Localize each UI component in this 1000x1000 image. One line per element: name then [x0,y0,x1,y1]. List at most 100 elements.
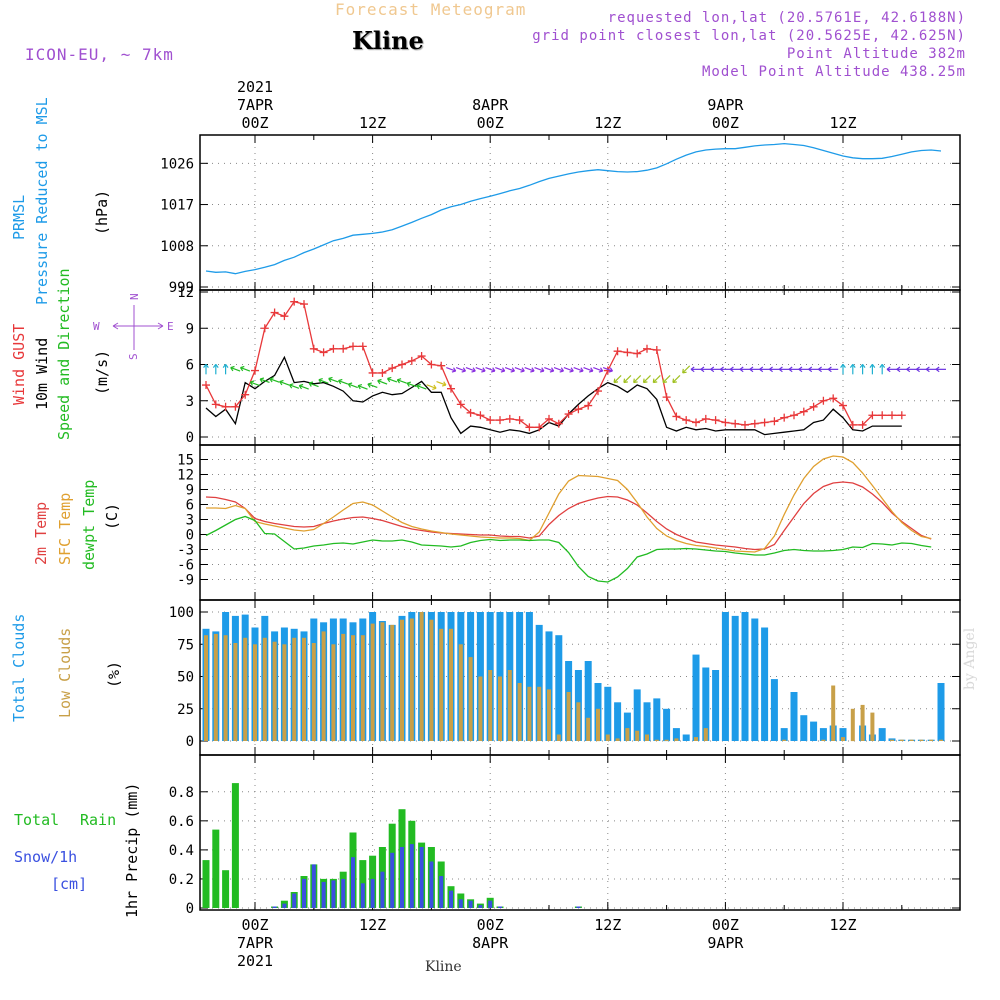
wind-arrow [633,375,642,383]
subtitle: Forecast Meteogram [335,0,527,19]
low-cloud-bar [841,737,845,741]
gust-marker [790,411,798,420]
snow-bar [419,847,424,908]
low-cloud-bar [439,628,444,741]
y-tick-label: 12 [177,285,194,301]
low-cloud-bar [831,685,836,741]
wind-arrow-head [432,384,437,390]
gust-marker [809,402,818,411]
top-date-label: 7APR [237,96,274,114]
wind-arrow-head [798,366,803,373]
wind-arrow-head [328,376,333,383]
snow-bar [409,844,414,908]
label-total: Total [14,811,59,829]
bottom-hour-label: 12Z [829,916,856,934]
wind-arrow [318,379,329,384]
wind-arrow-head [598,367,604,373]
low-cloud-bar [507,670,512,741]
rain-bar [222,870,230,908]
wind-arrow [308,382,319,388]
total-cloud-bar [663,708,671,742]
gust-marker [760,418,769,427]
low-cloud-bar [213,633,218,741]
total-cloud-bar [731,615,739,741]
wind-arrow-head [896,366,901,373]
gust-marker [290,297,299,306]
gust-marker [721,418,730,427]
gust-marker [770,417,779,426]
gust-marker [447,384,455,393]
low-cloud-bar [311,643,316,741]
wind-arrow-head [396,378,402,384]
bottom-hour-label: 00Z [477,916,504,934]
dewpt-line [205,515,932,583]
total-cloud-bar [643,702,651,741]
low-cloud-bar [919,739,924,741]
low-cloud-bar [929,739,934,741]
gust-marker [554,419,563,428]
gust-marker [662,393,671,402]
gust-marker [505,414,514,423]
total-cloud-bar [682,734,690,741]
low-cloud-bar [909,739,914,741]
gust-marker [251,366,259,375]
label-pressure: Pressure Reduced to MSL [33,97,51,305]
bottom-date-label: 8APR [472,934,509,952]
wind-arrow-head [481,367,486,373]
y-tick-label: 1026 [160,156,194,172]
y-tick-label: 6 [186,358,194,374]
gust-marker [378,368,387,377]
gust-marker [407,356,416,365]
gust-marker [897,411,906,420]
wind-arrow-head [549,367,555,373]
total-cloud-bar [712,670,720,741]
wind-arrow-head [539,367,545,373]
wind-arrow-head [869,363,876,368]
low-cloud-bar [556,734,561,741]
wind-arrow [682,365,691,374]
wind-arrow-head [849,363,856,368]
low-cloud-bar [605,734,610,741]
wind-arrow-head [729,366,734,373]
wind-arrow-head [289,383,294,389]
wind-arrow-head [710,366,715,373]
wind-arrow-head [633,378,638,384]
sfctemp-line [206,455,932,553]
top-hour-label: 12Z [594,114,621,132]
wind-arrow-head [230,365,235,372]
low-cloud-bar [400,619,404,741]
label-percent: (%) [105,661,123,688]
y-tick-label: 15 [177,453,194,469]
gust-marker [682,416,691,425]
wind-arrow [553,367,564,372]
snow-bar [351,857,355,908]
panel-frame [199,754,961,911]
wind-arrow [504,367,515,372]
gust-marker [427,360,436,369]
low-cloud-bar [654,739,659,741]
gust-marker [584,401,593,410]
gust-marker [701,414,710,423]
rain-bar [212,829,220,908]
wind-arrow-head [818,366,822,373]
total-cloud-bar [672,728,680,741]
label-rain: Rain [80,811,116,829]
snow-bar [331,880,336,908]
snow-bar [321,881,326,908]
wind-arrow [514,367,525,372]
wind-arrow-head [451,367,457,373]
label-hpa: (hPa) [93,190,111,235]
top-hour-label: 00Z [241,114,268,132]
low-cloud-bar [860,704,865,741]
wind-arrow-head [623,378,628,384]
point-altitude: Point Altitude 382m [786,46,966,62]
y-tick-label: 12 [177,468,194,484]
wind-arrow-head [203,363,209,368]
wind-arrow [436,381,447,386]
low-cloud-bar [370,623,375,741]
gust-marker [868,411,877,420]
total-cloud-bar [623,712,631,741]
total-cloud-bar [878,728,886,741]
y-tick-label: -6 [177,558,194,574]
low-cloud-bar [390,624,395,741]
